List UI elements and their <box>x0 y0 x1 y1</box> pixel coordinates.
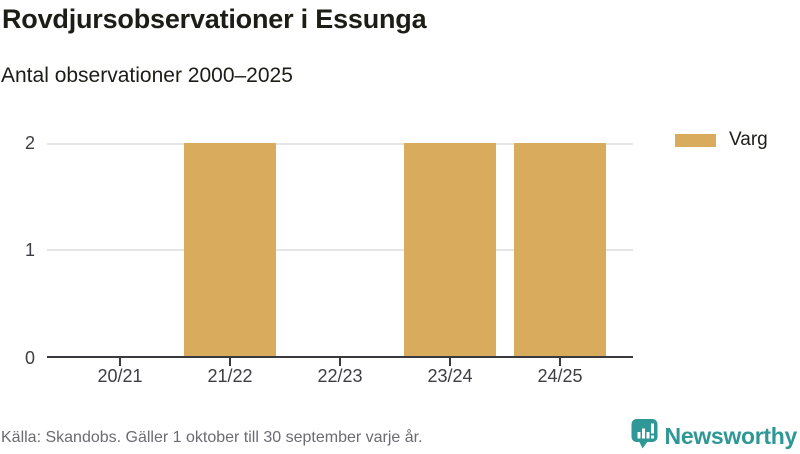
bars-row <box>65 143 615 366</box>
category-slot-21-22 <box>175 143 285 366</box>
x-axis-tick <box>229 358 231 366</box>
category-slot-23-24 <box>395 143 505 366</box>
plot-area <box>47 143 633 366</box>
x-axis-tick-label: 23/24 <box>427 366 473 386</box>
category-slot-20-21 <box>65 143 175 366</box>
x-axis-tick-label: 21/22 <box>207 366 253 386</box>
newsworthy-speech-bubble-chart-icon <box>630 418 659 454</box>
x-axis-labels: 20/21 21/22 22/23 23/24 24/25 <box>65 366 615 387</box>
bar-21-22 <box>183 143 277 356</box>
bar-24-25 <box>513 143 607 356</box>
y-axis-tick-label: 2 <box>24 133 35 153</box>
x-axis-tick-label: 22/23 <box>317 366 363 386</box>
newsworthy-wordmark: Newsworthy <box>664 422 798 449</box>
y-axis-tick-label: 1 <box>24 240 35 260</box>
bar-23-24 <box>403 143 497 356</box>
legend-label: Varg <box>729 129 768 150</box>
x-axis-tick-label: 24/25 <box>537 366 583 386</box>
source-note: Källa: Skandobs. Gäller 1 oktober till 3… <box>1 429 423 446</box>
y-axis-tick-label: 0 <box>24 348 35 368</box>
category-slot-22-23 <box>285 143 395 366</box>
chart-subtitle: Antal observationer 2000–2025 <box>1 64 293 87</box>
legend: Varg <box>675 129 768 151</box>
x-axis-tick <box>449 358 451 366</box>
chart-title: Rovdjursobservationer i Essunga <box>2 4 427 34</box>
gridline-1 <box>47 248 633 251</box>
newsworthy-brand-link[interactable]: Newsworthy <box>630 418 797 454</box>
x-axis-tick-label: 20/21 <box>97 366 143 386</box>
category-slot-24-25 <box>505 143 615 366</box>
x-axis-tick <box>119 358 121 366</box>
gridline-2 <box>47 143 633 145</box>
x-axis-tick <box>339 358 341 366</box>
legend-swatch <box>675 133 716 147</box>
x-axis-tick <box>559 358 561 366</box>
